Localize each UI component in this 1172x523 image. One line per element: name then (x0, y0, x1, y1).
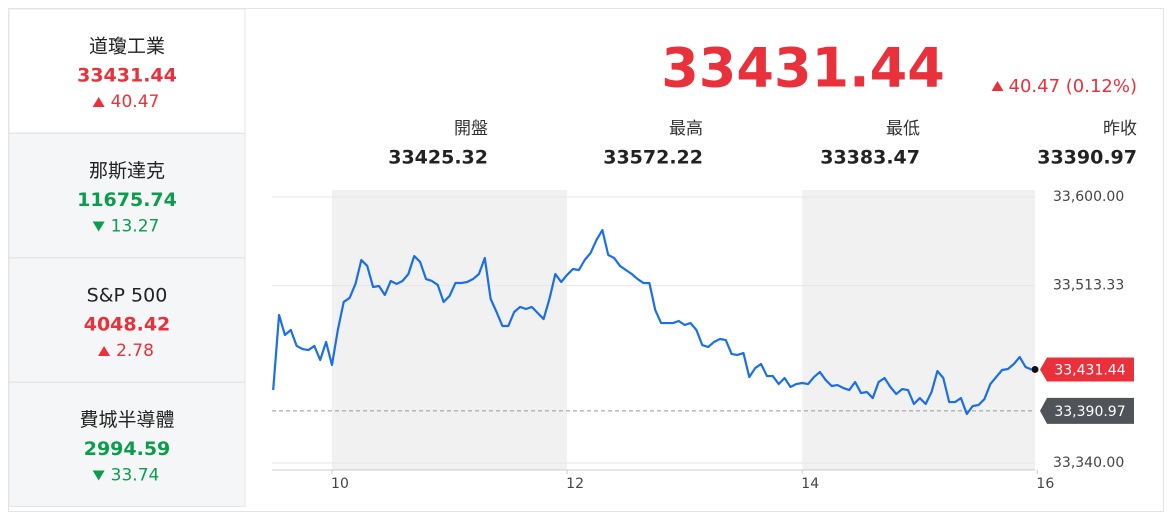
previous-close-tag (1040, 397, 1134, 424)
direction-arrow (98, 346, 111, 356)
index-item[interactable]: 費城半導體 2994.59 33.74 (8, 382, 246, 507)
quote-change: 40.47 (0.12%) (1009, 76, 1137, 97)
session-band (802, 190, 1035, 470)
stat-value: 33572.22 (603, 147, 703, 169)
stat-label: 開盤 (454, 119, 488, 139)
stat-value: 33383.47 (820, 147, 920, 169)
index-value: 33431.44 (77, 65, 177, 87)
index-name: 道瓊工業 (89, 36, 165, 58)
y-tick-label: 33,340.00 (1053, 455, 1124, 471)
index-item[interactable]: S&P 500 4048.42 2.78 (8, 257, 246, 383)
previous-close-label: 33,390.97 (1054, 404, 1125, 420)
index-change: 40.47 (111, 92, 160, 112)
direction-arrow (991, 81, 1004, 91)
index-change: 33.74 (111, 466, 160, 486)
index-item-bg (8, 382, 246, 507)
index-item-bg (8, 257, 246, 383)
chart: 33,600.00 33,513.33 33,340.00 10 12 14 16 33,43… (272, 189, 1134, 492)
index-change: 13.27 (111, 217, 160, 237)
index-name: 費城半導體 (79, 409, 174, 431)
x-tick-label: 16 (1036, 476, 1054, 492)
quote-value: 33431.44 (661, 37, 945, 100)
index-value: 11675.74 (77, 189, 177, 211)
index-name: 那斯達克 (89, 160, 165, 182)
last-value-label: 33,431.44 (1054, 362, 1125, 378)
y-tick-label: 33,513.33 (1053, 278, 1124, 294)
session-band (331, 190, 568, 470)
direction-arrow (92, 221, 105, 232)
index-change: 2.78 (116, 341, 154, 361)
index-item[interactable]: 那斯達克 11675.74 13.27 (8, 133, 246, 258)
x-tick-label: 12 (566, 476, 584, 492)
direction-arrow (92, 97, 105, 107)
index-value: 2994.59 (84, 438, 171, 460)
index-item[interactable]: 道瓊工業 33431.44 40.47 (8, 8, 246, 134)
y-tick-label: 33,600.00 (1053, 189, 1124, 205)
index-value: 4048.42 (84, 314, 171, 336)
stat-value: 33390.97 (1037, 147, 1137, 169)
last-point (1031, 365, 1039, 373)
stat-value: 33425.32 (388, 147, 488, 169)
stat-label: 最低 (886, 119, 920, 139)
x-tick-label: 10 (331, 476, 349, 492)
index-item-bg (8, 8, 246, 134)
price-line (272, 228, 1032, 416)
index-name: S&P 500 (87, 285, 168, 307)
direction-arrow (92, 470, 105, 481)
x-tick-label: 14 (801, 476, 819, 492)
stat-label: 昨收 (1103, 119, 1137, 139)
stat-label: 最高 (669, 119, 703, 139)
last-value-tag (1040, 357, 1134, 382)
